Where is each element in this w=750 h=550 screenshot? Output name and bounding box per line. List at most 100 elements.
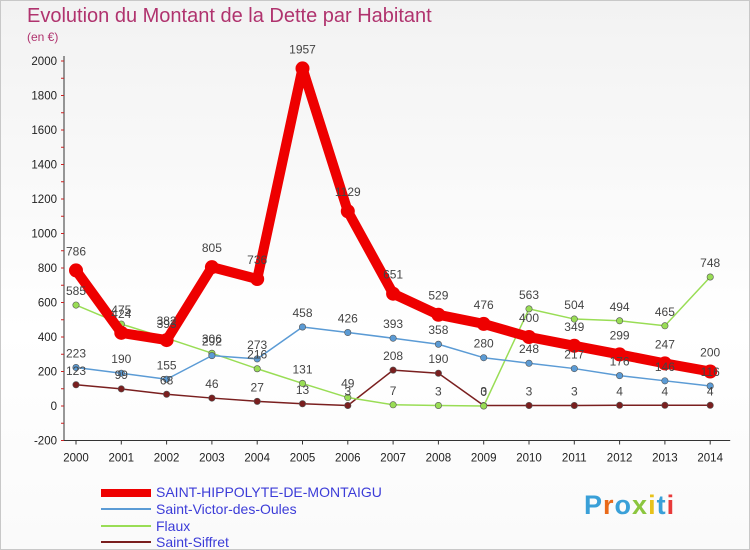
data-point bbox=[253, 365, 261, 373]
data-label: 504 bbox=[564, 298, 584, 312]
data-point bbox=[661, 322, 669, 330]
data-label: 1957 bbox=[289, 42, 316, 56]
y-tick-label: 1400 bbox=[31, 160, 57, 172]
data-label: 3 bbox=[344, 384, 351, 398]
data-point bbox=[159, 333, 174, 348]
data-label: 382 bbox=[157, 314, 177, 328]
data-point bbox=[616, 372, 624, 380]
data-label: 223 bbox=[66, 347, 86, 361]
data-point bbox=[570, 365, 578, 373]
data-label: 13 bbox=[296, 383, 310, 397]
data-label: 651 bbox=[383, 268, 403, 282]
data-label: 736 bbox=[247, 253, 267, 267]
y-tick-label: 1600 bbox=[31, 125, 57, 137]
data-label: 476 bbox=[474, 298, 494, 312]
data-point bbox=[204, 260, 219, 275]
data-label: 748 bbox=[700, 256, 720, 270]
legend-swatch bbox=[101, 489, 151, 497]
x-tick-label: 2003 bbox=[199, 453, 225, 465]
y-tick-label: 0 bbox=[51, 401, 57, 413]
data-label: 349 bbox=[564, 320, 584, 334]
data-label: 273 bbox=[247, 338, 267, 352]
data-label: 208 bbox=[383, 349, 403, 363]
x-tick-label: 2011 bbox=[562, 453, 587, 465]
data-point bbox=[661, 401, 669, 409]
legend-swatch bbox=[101, 541, 151, 543]
data-label: 424 bbox=[111, 307, 131, 321]
data-label: 4 bbox=[616, 384, 623, 398]
data-label: 3 bbox=[435, 384, 442, 398]
data-point bbox=[706, 401, 714, 409]
data-point bbox=[570, 401, 578, 409]
data-point bbox=[612, 347, 627, 362]
x-tick-label: 2006 bbox=[335, 453, 361, 465]
y-tick-label: 1000 bbox=[31, 229, 57, 241]
data-point bbox=[295, 61, 310, 76]
proxiti-logo: Proxiti bbox=[584, 490, 676, 520]
data-label: 458 bbox=[292, 306, 312, 320]
data-point bbox=[525, 305, 533, 313]
data-point bbox=[661, 377, 669, 385]
data-point bbox=[72, 301, 80, 309]
data-label: 292 bbox=[202, 335, 222, 349]
x-tick-label: 2014 bbox=[697, 453, 723, 465]
data-point bbox=[114, 325, 129, 340]
data-point bbox=[389, 334, 397, 342]
y-tick-label: 1200 bbox=[31, 194, 57, 206]
data-point bbox=[480, 354, 488, 362]
y-tick-label: 2000 bbox=[31, 56, 57, 68]
x-tick-label: 2010 bbox=[516, 453, 542, 465]
data-point bbox=[253, 355, 261, 363]
data-point bbox=[567, 338, 582, 353]
y-tick-label: 200 bbox=[38, 367, 57, 379]
data-label: 247 bbox=[655, 337, 675, 351]
data-point bbox=[163, 390, 171, 398]
data-label: 3 bbox=[571, 384, 578, 398]
line-chart: -200 0 200 400 600 800 1000 1200 1400 1600 1800 200… bbox=[31, 42, 731, 465]
chart-subtitle: (en €) bbox=[27, 30, 59, 44]
data-point bbox=[522, 330, 536, 344]
data-label: 585 bbox=[66, 284, 86, 298]
data-label: 99 bbox=[115, 368, 129, 382]
data-label: 190 bbox=[428, 352, 448, 366]
data-label: 1129 bbox=[335, 185, 361, 199]
chart-title: Evolution du Montant de la Dette par Hab… bbox=[27, 5, 432, 27]
data-label: 358 bbox=[428, 323, 448, 337]
data-point bbox=[616, 401, 624, 409]
data-point bbox=[340, 204, 355, 219]
y-tick-label: 800 bbox=[38, 263, 57, 275]
data-label: 4 bbox=[707, 384, 714, 398]
data-point bbox=[525, 401, 533, 409]
data-point bbox=[208, 352, 216, 360]
data-point bbox=[434, 401, 442, 409]
x-tick-label: 2009 bbox=[471, 453, 497, 465]
data-point bbox=[480, 402, 488, 410]
data-label: 786 bbox=[66, 244, 86, 258]
data-label: 116 bbox=[701, 365, 720, 379]
data-point bbox=[253, 397, 261, 405]
data-label: 805 bbox=[202, 241, 222, 255]
legend-label: Saint-Victor-des-Oules bbox=[156, 501, 297, 517]
data-point bbox=[389, 366, 397, 374]
y-tick-label: -200 bbox=[34, 436, 57, 448]
data-label: 465 bbox=[655, 305, 675, 319]
x-tick-label: 2005 bbox=[290, 453, 316, 465]
x-tick-label: 2013 bbox=[652, 453, 678, 465]
data-label: 217 bbox=[564, 348, 584, 362]
data-label: 216 bbox=[247, 348, 267, 362]
y-tick-label: 600 bbox=[38, 298, 57, 310]
data-point bbox=[298, 323, 306, 331]
data-label: 146 bbox=[655, 360, 675, 374]
data-label: 494 bbox=[610, 300, 630, 314]
data-label: 4 bbox=[662, 384, 669, 398]
x-tick-label: 2007 bbox=[380, 453, 406, 465]
data-label: 400 bbox=[519, 311, 539, 325]
data-label: 46 bbox=[205, 377, 219, 391]
data-point bbox=[344, 401, 352, 409]
data-point bbox=[434, 340, 442, 348]
data-point bbox=[706, 382, 714, 390]
data-point bbox=[570, 315, 578, 323]
data-label: 426 bbox=[338, 312, 358, 326]
data-point bbox=[117, 385, 125, 393]
